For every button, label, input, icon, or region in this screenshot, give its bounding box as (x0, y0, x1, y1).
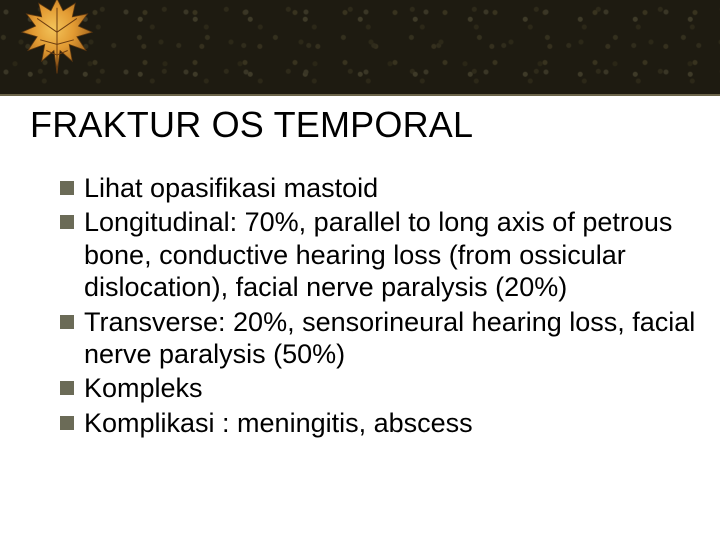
bullet-square-icon (60, 181, 74, 195)
bullet-square-icon (60, 315, 74, 329)
list-item: Kompleks (60, 372, 700, 404)
maple-leaf-icon (18, 0, 96, 78)
bullet-square-icon (60, 215, 74, 229)
bullet-list: Lihat opasifikasi mastoid Longitudinal: … (30, 172, 700, 439)
slide-content: FRAKTUR OS TEMPORAL Lihat opasifikasi ma… (30, 104, 700, 441)
list-item: Lihat opasifikasi mastoid (60, 172, 700, 204)
list-item: Transverse: 20%, sensorineural hearing l… (60, 306, 700, 371)
bullet-text: Lihat opasifikasi mastoid (84, 172, 378, 204)
slide-title: FRAKTUR OS TEMPORAL (30, 104, 700, 146)
title-band-texture (0, 0, 720, 94)
list-item: Komplikasi : meningitis, abscess (60, 407, 700, 439)
bullet-text: Longitudinal: 70%, parallel to long axis… (84, 206, 700, 303)
bullet-square-icon (60, 416, 74, 430)
bullet-text: Kompleks (84, 372, 203, 404)
bullet-text: Komplikasi : meningitis, abscess (84, 407, 473, 439)
bullet-text: Transverse: 20%, sensorineural hearing l… (84, 306, 700, 371)
list-item: Longitudinal: 70%, parallel to long axis… (60, 206, 700, 303)
bullet-square-icon (60, 381, 74, 395)
